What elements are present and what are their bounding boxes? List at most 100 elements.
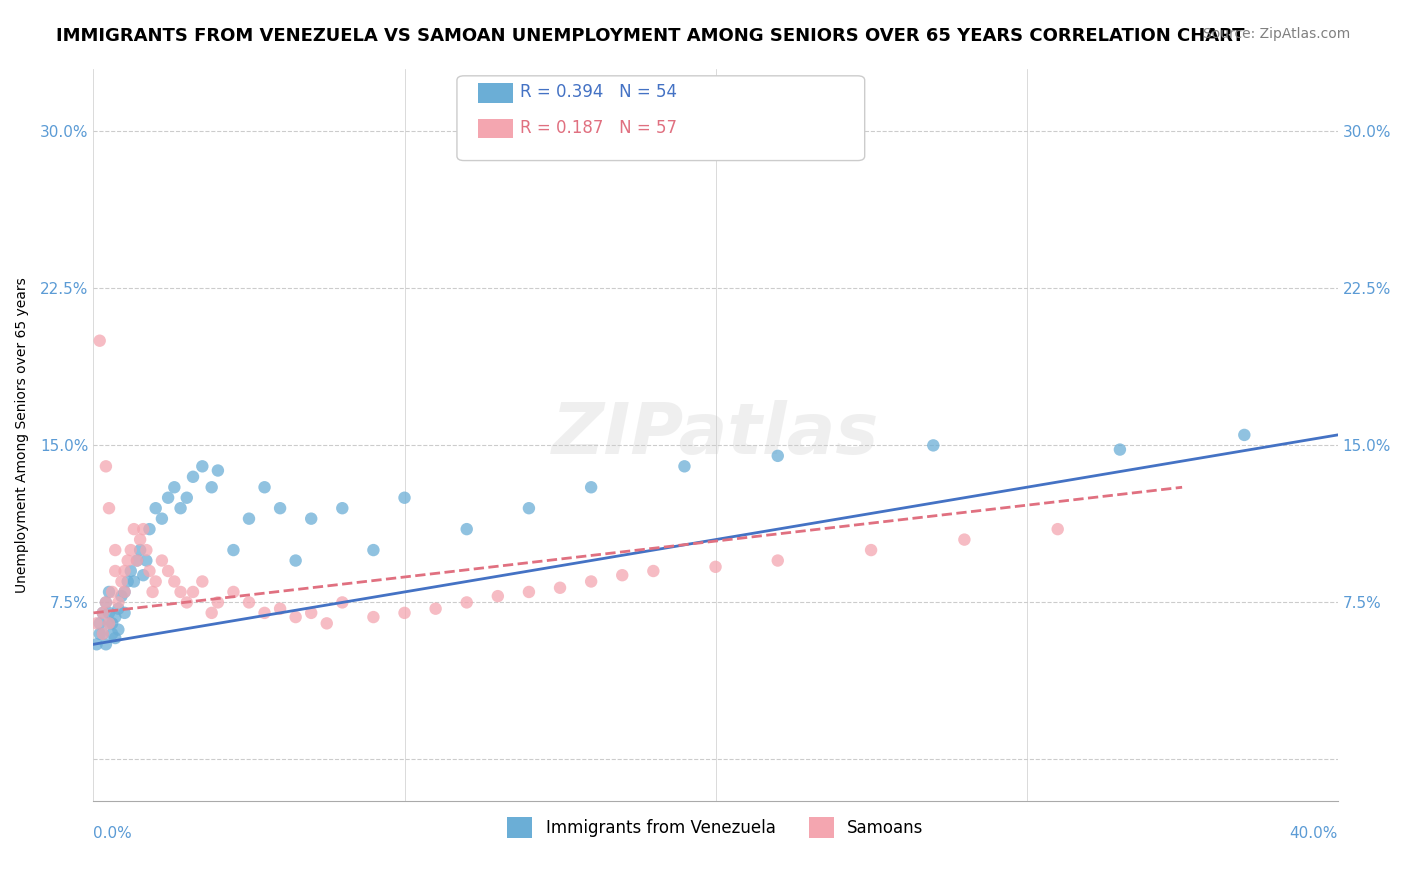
Point bbox=[98, 501, 121, 516]
Point bbox=[176, 491, 198, 505]
Point bbox=[94, 637, 117, 651]
Point bbox=[181, 585, 204, 599]
Point bbox=[122, 522, 145, 536]
Point bbox=[107, 595, 129, 609]
Point bbox=[157, 564, 180, 578]
Point bbox=[191, 459, 214, 474]
Point bbox=[579, 574, 602, 589]
Point bbox=[269, 501, 291, 516]
Point bbox=[94, 595, 117, 609]
Point bbox=[138, 522, 160, 536]
Point bbox=[169, 585, 191, 599]
Point bbox=[860, 543, 883, 558]
Point bbox=[132, 522, 155, 536]
Point bbox=[114, 585, 136, 599]
Point bbox=[107, 601, 129, 615]
Point bbox=[253, 480, 276, 494]
Y-axis label: Unemployment Among Seniors over 65 years: Unemployment Among Seniors over 65 years bbox=[15, 277, 30, 593]
Point bbox=[98, 585, 121, 599]
Point bbox=[157, 491, 180, 505]
Point bbox=[94, 595, 117, 609]
Point bbox=[145, 574, 167, 589]
Point bbox=[579, 480, 602, 494]
Point bbox=[120, 543, 142, 558]
Point bbox=[456, 595, 478, 609]
Point bbox=[922, 438, 945, 452]
Point bbox=[91, 627, 114, 641]
Text: 0.0%: 0.0% bbox=[93, 826, 132, 841]
Point bbox=[238, 595, 260, 609]
Point bbox=[138, 564, 160, 578]
Point bbox=[110, 574, 132, 589]
Point bbox=[363, 543, 385, 558]
Point bbox=[253, 606, 276, 620]
Point bbox=[89, 627, 111, 641]
Point bbox=[98, 616, 121, 631]
Point bbox=[98, 606, 121, 620]
Point bbox=[1109, 442, 1132, 457]
Point bbox=[91, 606, 114, 620]
Point bbox=[269, 601, 291, 615]
Point bbox=[91, 627, 114, 641]
Point bbox=[517, 585, 540, 599]
Point bbox=[114, 564, 136, 578]
Point bbox=[330, 595, 353, 609]
Point bbox=[394, 606, 416, 620]
Point bbox=[486, 589, 509, 603]
Point bbox=[104, 564, 127, 578]
Point bbox=[163, 574, 186, 589]
Point bbox=[425, 601, 447, 615]
Point bbox=[91, 606, 114, 620]
Legend: Immigrants from Venezuela, Samoans: Immigrants from Venezuela, Samoans bbox=[501, 811, 931, 845]
Point bbox=[135, 553, 157, 567]
Point bbox=[117, 553, 139, 567]
Point bbox=[299, 606, 322, 620]
Point bbox=[517, 501, 540, 516]
Point bbox=[89, 334, 111, 348]
Point bbox=[135, 543, 157, 558]
Point bbox=[222, 585, 245, 599]
Point bbox=[122, 574, 145, 589]
Point bbox=[104, 610, 127, 624]
Point bbox=[101, 585, 124, 599]
Point bbox=[114, 606, 136, 620]
Text: Source: ZipAtlas.com: Source: ZipAtlas.com bbox=[1202, 27, 1350, 41]
Point bbox=[163, 480, 186, 494]
Point bbox=[643, 564, 665, 578]
Point bbox=[953, 533, 976, 547]
Point bbox=[104, 631, 127, 645]
Point bbox=[1233, 428, 1256, 442]
Point bbox=[104, 543, 127, 558]
Point bbox=[766, 449, 789, 463]
Point bbox=[86, 637, 108, 651]
Point bbox=[1046, 522, 1069, 536]
Point bbox=[704, 559, 727, 574]
Point bbox=[169, 501, 191, 516]
Point bbox=[101, 627, 124, 641]
Point bbox=[107, 623, 129, 637]
Point bbox=[101, 616, 124, 631]
Point bbox=[132, 568, 155, 582]
Point bbox=[129, 543, 152, 558]
Point bbox=[181, 470, 204, 484]
Point bbox=[142, 585, 165, 599]
Point bbox=[191, 574, 214, 589]
Point bbox=[201, 480, 224, 494]
Point bbox=[299, 511, 322, 525]
Point bbox=[176, 595, 198, 609]
Point bbox=[284, 610, 307, 624]
Point bbox=[86, 616, 108, 631]
Point bbox=[330, 501, 353, 516]
Point bbox=[110, 589, 132, 603]
Point bbox=[201, 606, 224, 620]
Point bbox=[456, 522, 478, 536]
Point bbox=[114, 585, 136, 599]
Point bbox=[98, 616, 121, 631]
Point bbox=[207, 595, 229, 609]
Point bbox=[125, 553, 148, 567]
Point bbox=[120, 564, 142, 578]
Point bbox=[394, 491, 416, 505]
Point bbox=[612, 568, 634, 582]
Point bbox=[207, 463, 229, 477]
Point bbox=[89, 616, 111, 631]
